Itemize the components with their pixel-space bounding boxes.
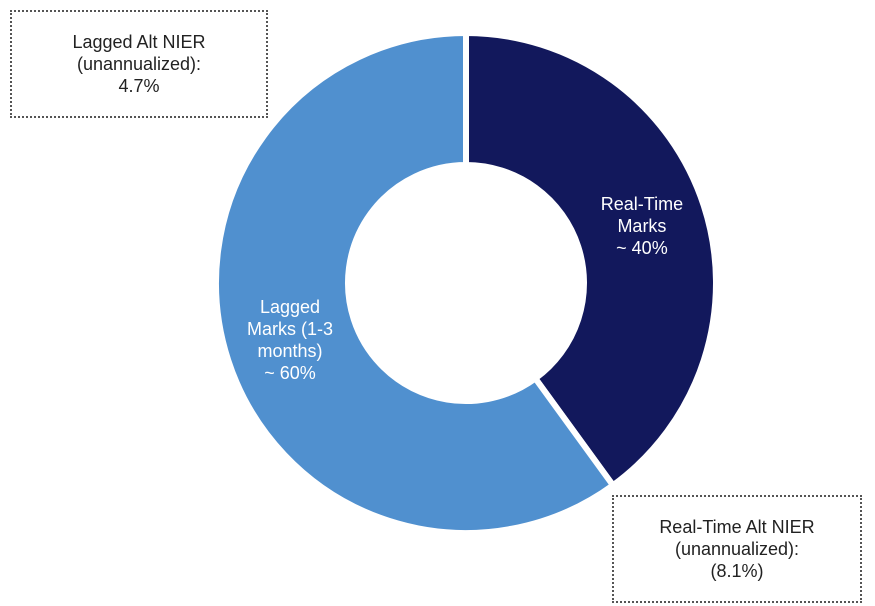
value-label: ~ 40%: [616, 237, 668, 258]
annotation-box: Lagged Alt NIER (unannualized): 4.7%: [10, 10, 268, 118]
value-label: ~ 60%: [264, 363, 316, 384]
slice-label: Real-Time Marks ~ 40%: [589, 193, 694, 259]
annotation: Real-Time Alt NIER (unannualized): (8.1%…: [659, 517, 815, 581]
category-label: Real-Time Marks: [600, 193, 684, 236]
annotation: Lagged Alt NIER (unannualized): 4.7%: [72, 32, 206, 96]
slice: [463, 29, 719, 490]
slice: [213, 29, 618, 536]
category-label: Lagged Marks (1-3 months): [247, 297, 334, 362]
slice-label: Lagged Marks (1-3 months) ~ 60%: [238, 296, 343, 384]
annotation-box: Real-Time Alt NIER (unannualized): (8.1%…: [612, 495, 862, 603]
